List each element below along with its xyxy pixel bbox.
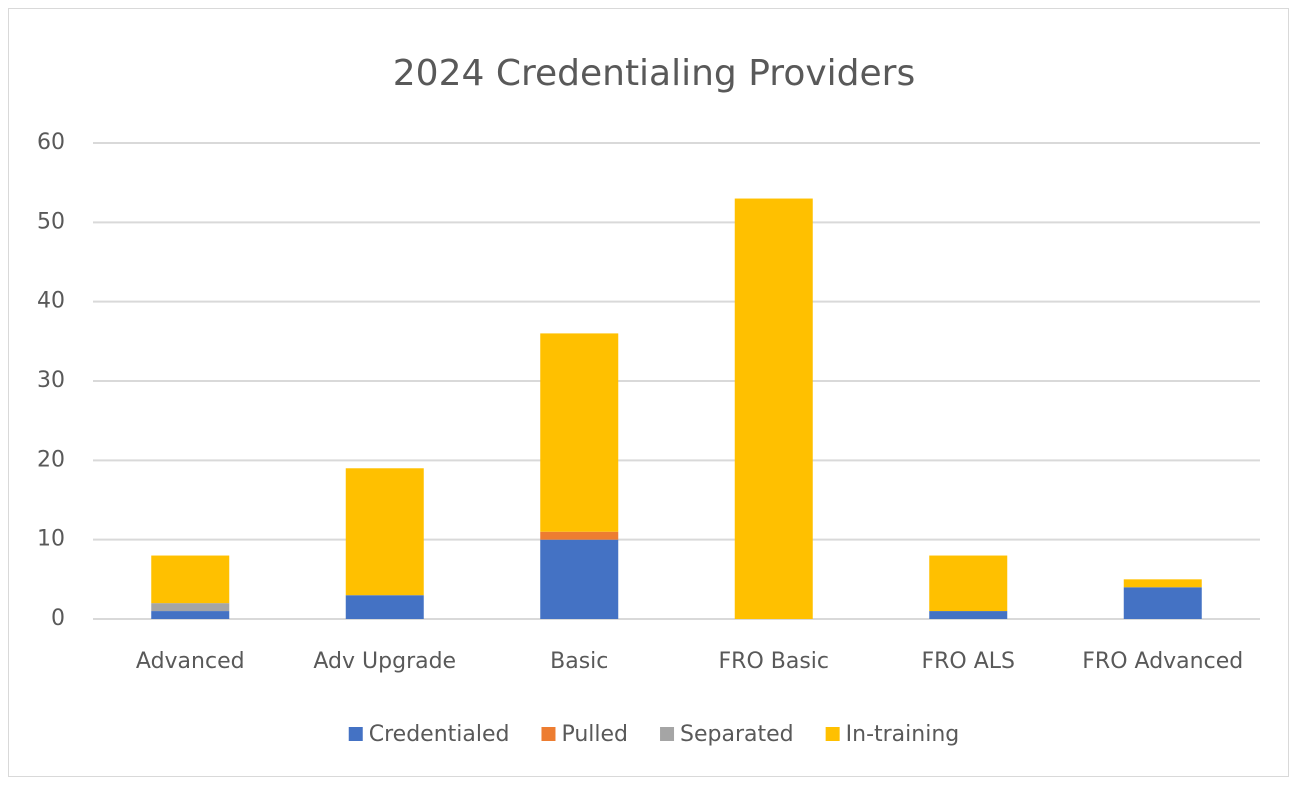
bar-segment (1123, 579, 1202, 588)
legend-label: In-training (846, 722, 960, 747)
bar-segment (540, 531, 619, 540)
bar-segment (929, 611, 1008, 619)
y-tick-label: 50 (37, 209, 65, 234)
legend-label: Credentialed (369, 722, 510, 747)
bar-segment (929, 555, 1008, 612)
x-tick-label: FRO ALS (921, 649, 1015, 674)
y-tick-label: 0 (51, 606, 65, 631)
bar-segment (151, 611, 230, 619)
y-tick-label: 60 (37, 130, 65, 155)
y-tick-label: 10 (37, 527, 65, 552)
x-tick-label: Basic (550, 649, 608, 674)
chart-border (8, 8, 1289, 777)
y-tick-label: 40 (37, 289, 65, 314)
bar-segment (540, 333, 619, 532)
x-tick-label: Advanced (136, 649, 245, 674)
bar-segment (151, 555, 230, 604)
x-tick-label: FRO Basic (719, 649, 830, 674)
bar-segment (345, 468, 424, 596)
legend-swatch (660, 727, 675, 741)
legend-swatch (541, 727, 556, 741)
y-tick-label: 20 (37, 447, 65, 472)
bar-segment (540, 539, 619, 619)
legend-swatch (825, 727, 840, 741)
x-tick-label: Adv Upgrade (313, 649, 456, 674)
y-tick-label: 30 (37, 368, 65, 393)
chart-title: 2024 Credentialing Providers (393, 53, 915, 94)
legend-label: Pulled (561, 722, 628, 747)
legend-label: Separated (680, 722, 794, 747)
bar-segment (151, 603, 230, 612)
bar-segment (734, 198, 813, 620)
x-tick-label: FRO Advanced (1082, 649, 1243, 674)
legend-swatch (348, 727, 363, 741)
bar-segment (345, 595, 424, 619)
bar-segment (1123, 587, 1202, 619)
